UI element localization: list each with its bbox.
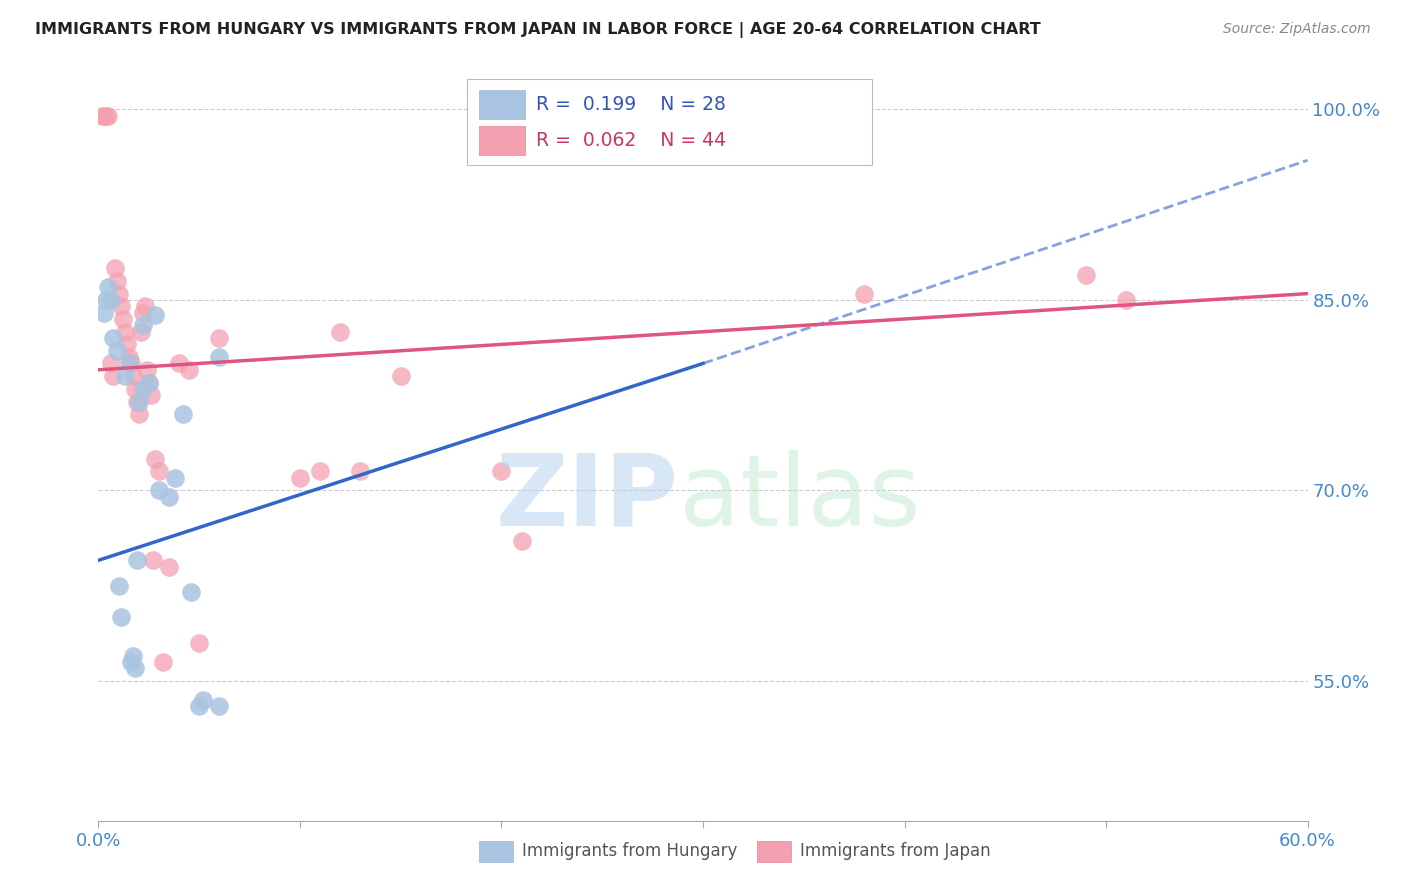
- Point: [111, 312, 134, 326]
- Point: [91, 109, 114, 123]
- Point: [100, 293, 122, 307]
- Point: [208, 331, 231, 345]
- Point: [101, 331, 124, 345]
- FancyBboxPatch shape: [758, 841, 792, 862]
- Point: [208, 350, 231, 364]
- Point: [138, 376, 160, 390]
- Point: [120, 655, 142, 669]
- Point: [349, 464, 371, 478]
- Point: [148, 483, 170, 498]
- Point: [118, 350, 141, 364]
- Point: [132, 382, 155, 396]
- Point: [129, 325, 152, 339]
- Point: [329, 325, 352, 339]
- Text: ZIP: ZIP: [496, 450, 679, 547]
- Point: [208, 699, 231, 714]
- Point: [125, 394, 148, 409]
- Point: [93, 306, 115, 320]
- Text: Immigrants from Japan: Immigrants from Japan: [800, 842, 990, 861]
- Point: [110, 299, 132, 313]
- Text: IMMIGRANTS FROM HUNGARY VS IMMIGRANTS FROM JAPAN IN LABOR FORCE | AGE 20-64 CORR: IMMIGRANTS FROM HUNGARY VS IMMIGRANTS FR…: [35, 22, 1040, 38]
- Point: [105, 343, 128, 358]
- Point: [138, 376, 160, 390]
- Point: [143, 308, 166, 322]
- Point: [105, 274, 128, 288]
- Point: [180, 585, 202, 599]
- Point: [107, 286, 129, 301]
- FancyBboxPatch shape: [479, 90, 526, 119]
- Point: [157, 559, 180, 574]
- Point: [107, 579, 129, 593]
- Point: [1074, 268, 1097, 282]
- Point: [115, 337, 138, 351]
- Point: [132, 306, 155, 320]
- Point: [152, 655, 174, 669]
- Text: Source: ZipAtlas.com: Source: ZipAtlas.com: [1223, 22, 1371, 37]
- Point: [148, 464, 170, 478]
- FancyBboxPatch shape: [479, 841, 513, 862]
- Text: atlas: atlas: [679, 450, 921, 547]
- Point: [157, 490, 180, 504]
- Point: [128, 394, 150, 409]
- Point: [135, 363, 157, 377]
- Point: [124, 382, 146, 396]
- Point: [96, 293, 118, 307]
- Point: [132, 318, 155, 333]
- Point: [103, 261, 125, 276]
- Point: [288, 471, 311, 485]
- Point: [121, 648, 143, 663]
- Point: [120, 356, 142, 370]
- Point: [125, 553, 148, 567]
- Point: [97, 280, 120, 294]
- Point: [163, 471, 186, 485]
- Point: [143, 451, 166, 466]
- Point: [142, 553, 165, 567]
- Point: [167, 356, 190, 370]
- Point: [101, 369, 124, 384]
- Point: [1115, 293, 1137, 307]
- Point: [134, 299, 156, 313]
- Point: [309, 464, 332, 478]
- Text: R =  0.199    N = 28: R = 0.199 N = 28: [536, 95, 725, 114]
- FancyBboxPatch shape: [467, 78, 872, 165]
- Point: [110, 610, 132, 624]
- Point: [139, 388, 162, 402]
- Point: [100, 356, 122, 370]
- Text: R =  0.062    N = 44: R = 0.062 N = 44: [536, 131, 727, 150]
- Point: [118, 356, 141, 370]
- Point: [179, 363, 201, 377]
- Point: [121, 369, 143, 384]
- Point: [114, 369, 136, 384]
- Point: [188, 636, 211, 650]
- Point: [188, 699, 211, 714]
- Point: [172, 407, 194, 421]
- Point: [389, 369, 412, 384]
- Point: [510, 534, 533, 549]
- Point: [491, 464, 513, 478]
- Point: [114, 325, 136, 339]
- Point: [96, 109, 118, 123]
- Point: [853, 286, 876, 301]
- Point: [93, 109, 115, 123]
- Point: [128, 407, 150, 421]
- FancyBboxPatch shape: [479, 126, 526, 154]
- Text: Immigrants from Hungary: Immigrants from Hungary: [522, 842, 737, 861]
- Point: [193, 693, 215, 707]
- Point: [97, 109, 120, 123]
- Point: [124, 661, 146, 675]
